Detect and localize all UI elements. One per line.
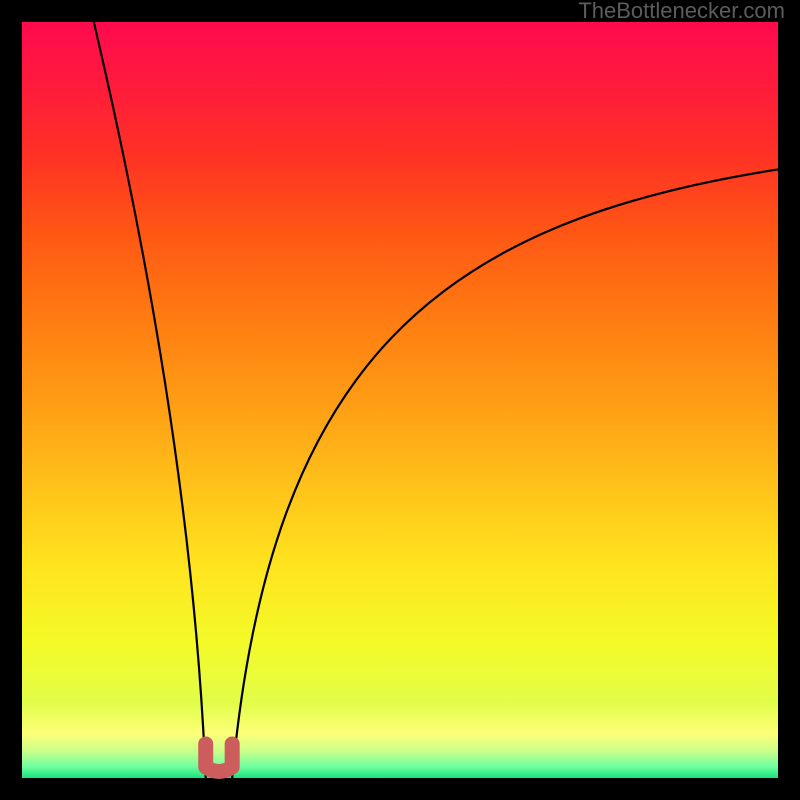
figure-container: TheBottlenecker.com [0,0,800,800]
watermark-text: TheBottlenecker.com [578,0,785,23]
plot-background-gradient [22,22,778,778]
bottleneck-chart: TheBottlenecker.com [0,0,800,800]
